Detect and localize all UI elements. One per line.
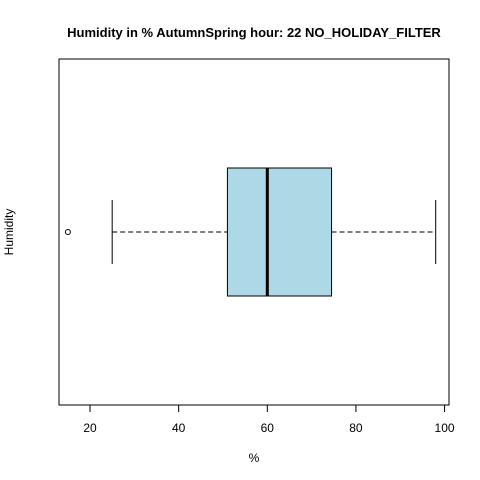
x-tick-label-80: 80	[349, 421, 363, 435]
x-axis-label: %	[249, 451, 260, 465]
x-axis: 20 40 60 80 100	[83, 404, 455, 435]
x-tick-label-100: 100	[435, 421, 455, 435]
x-tick-label-40: 40	[172, 421, 186, 435]
x-tick-label-60: 60	[261, 421, 275, 435]
outlier-point-0	[64, 229, 71, 235]
chart-title: Humidity in % AutumnSpring hour: 22 NO_H…	[67, 25, 441, 40]
iqr-box	[226, 167, 333, 297]
y-axis-label: Humidity	[2, 209, 16, 256]
x-tick-label-20: 20	[83, 421, 97, 435]
box-plot	[64, 167, 437, 297]
